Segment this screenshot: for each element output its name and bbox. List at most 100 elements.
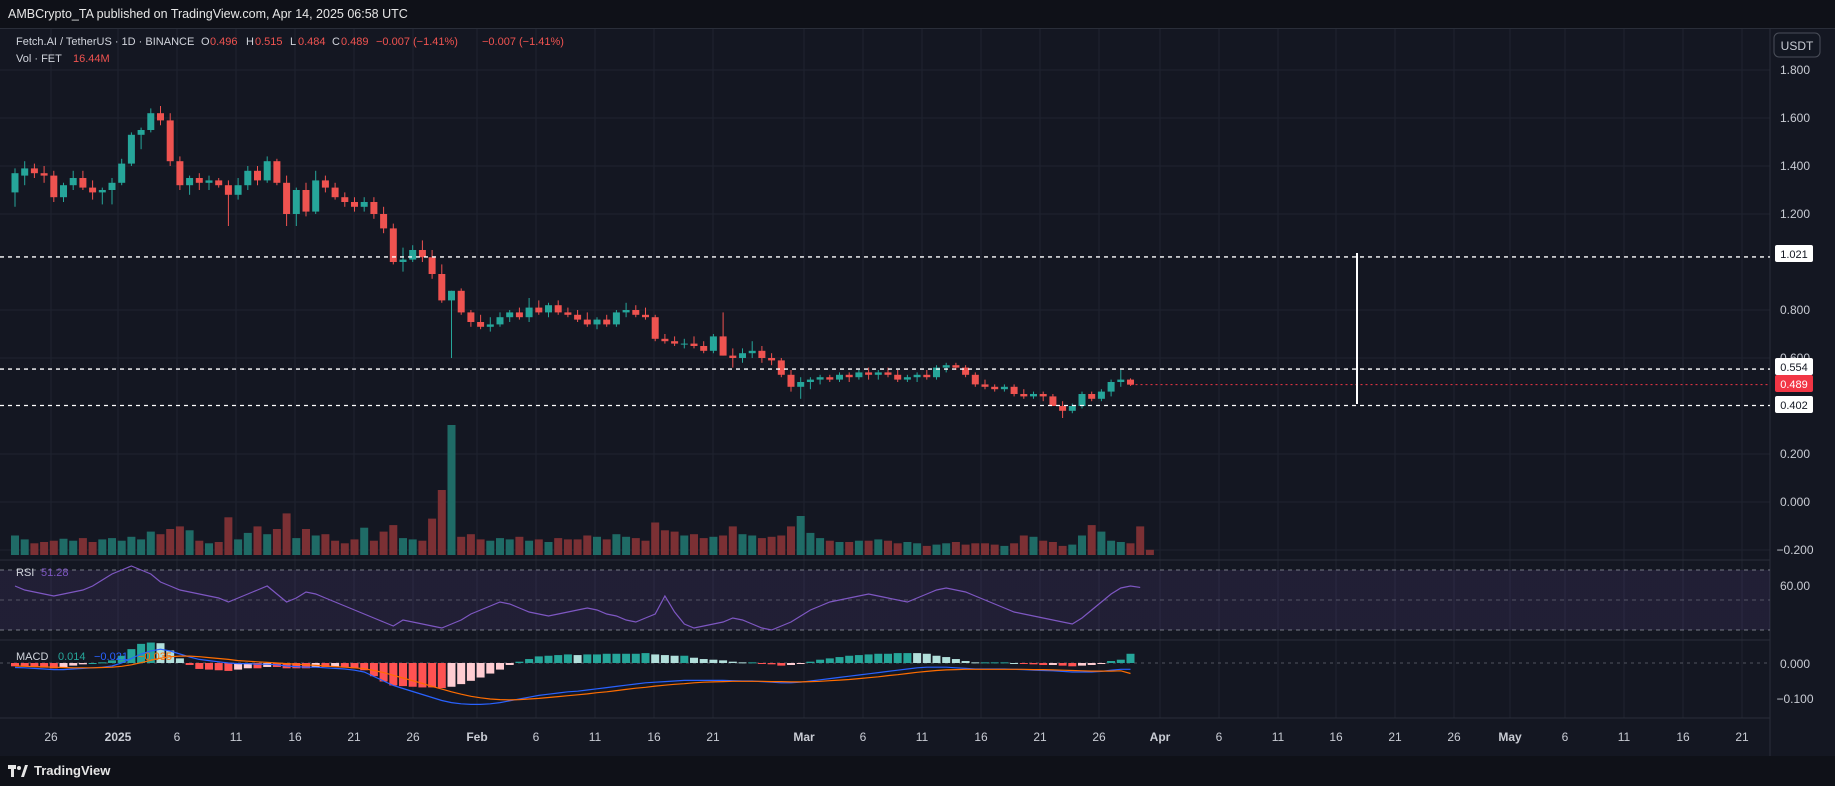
candle-body <box>409 250 417 260</box>
volume-bar <box>825 540 834 555</box>
svg-text:51.28: 51.28 <box>41 567 69 579</box>
volume-bar <box>108 538 116 555</box>
volume-bar <box>641 540 650 555</box>
volume-bar <box>932 544 941 555</box>
candle-body <box>874 372 882 375</box>
macd-histogram-bar <box>1126 653 1135 663</box>
volume-bars <box>11 425 1154 555</box>
macd-histogram-bar <box>30 663 39 667</box>
candle-body <box>448 290 455 301</box>
macd-histogram-bar <box>1048 663 1057 665</box>
tradingview-logo[interactable]: TradingView <box>8 763 110 778</box>
svg-text:0.554: 0.554 <box>1780 362 1808 374</box>
macd-histogram-bar <box>583 654 592 663</box>
macd-histogram-bar <box>117 655 126 663</box>
volume-bar <box>854 540 863 555</box>
volume-bar <box>127 536 136 555</box>
candle-body <box>1127 379 1134 385</box>
candle-body <box>903 377 911 380</box>
macd-histogram-bar <box>1107 661 1116 663</box>
volume-bar <box>428 518 437 555</box>
volume-bar <box>20 539 29 555</box>
price-tick: 0.200 <box>1780 447 1810 461</box>
candle-body <box>1117 379 1125 382</box>
volume-bar <box>757 538 766 555</box>
macd-histogram-bar <box>292 663 301 669</box>
candle-body <box>11 173 19 193</box>
macd-histogram-bar <box>195 663 204 669</box>
horizontal-levels[interactable] <box>0 256 1770 407</box>
svg-text:−0.035: −0.035 <box>138 651 172 663</box>
candle-body <box>680 343 688 345</box>
price-tick: 1.600 <box>1780 111 1810 125</box>
candle-body <box>709 336 717 351</box>
candlesticks[interactable] <box>11 106 1135 418</box>
volume-bar <box>515 536 524 555</box>
candle-body <box>1000 386 1008 390</box>
volume-bar <box>796 516 805 555</box>
candle-body <box>186 178 194 186</box>
macd-histogram-bar <box>544 655 553 663</box>
candle-body <box>855 372 863 378</box>
candle-body <box>1097 391 1105 399</box>
volume-bar <box>573 539 582 555</box>
candle-body <box>923 374 931 378</box>
volume-bar <box>350 539 359 555</box>
macd-histogram-bar <box>1097 663 1106 664</box>
volume-bar <box>884 540 892 555</box>
chart-canvas[interactable]: 1.8001.6001.4001.2000.8000.6000.2000.000… <box>0 29 1835 756</box>
macd-pane[interactable] <box>11 642 1135 706</box>
candle-body <box>30 168 38 174</box>
volume-bar <box>505 539 514 555</box>
time-tick: 11 <box>230 730 243 744</box>
rsi-pane[interactable] <box>14 565 1141 631</box>
volume-bar <box>670 531 679 555</box>
volume-bar <box>175 526 184 555</box>
macd-histogram-bar <box>903 653 912 663</box>
volume-bar <box>602 539 611 555</box>
time-tick: 6 <box>1562 730 1569 744</box>
svg-text:1.021: 1.021 <box>1780 249 1808 261</box>
candle-body <box>1039 394 1047 397</box>
svg-text:0.484: 0.484 <box>298 36 326 48</box>
macd-histogram-bar <box>1068 663 1077 667</box>
macd-axis-ticks: 0.000 −0.100 <box>1776 657 1813 706</box>
candle-body <box>399 259 407 262</box>
candle-body <box>933 367 940 378</box>
time-tick: 6 <box>1216 730 1223 744</box>
svg-text:0.000: 0.000 <box>1780 657 1810 671</box>
macd-histogram-bar <box>563 654 572 663</box>
time-tick: Feb <box>466 730 487 744</box>
candle-body <box>380 214 388 229</box>
volume-bar <box>961 544 970 555</box>
macd-histogram-bar <box>466 663 475 681</box>
price-tick: 0.000 <box>1780 495 1810 509</box>
macd-histogram-bar <box>981 662 989 664</box>
volume-bar <box>942 543 951 555</box>
candle-body <box>991 386 999 390</box>
candle-body <box>593 319 601 325</box>
time-tick: Apr <box>1150 730 1171 744</box>
macd-histogram-bar <box>457 663 466 685</box>
time-tick: 6 <box>533 730 540 744</box>
volume-bar <box>1087 525 1096 555</box>
volume-bar <box>874 539 883 555</box>
macd-histogram-bar <box>748 662 757 664</box>
currency-badge[interactable]: USDT <box>1773 32 1821 58</box>
candle-body <box>545 305 552 313</box>
svg-text:0.014: 0.014 <box>58 651 86 663</box>
macd-histogram-bar <box>437 663 446 689</box>
current-price-label: 0.489 <box>1775 375 1813 392</box>
time-tick: 21 <box>706 730 720 744</box>
candle-body <box>826 377 834 380</box>
volume-bar <box>903 542 912 555</box>
macd-histogram-bar <box>108 660 116 663</box>
macd-histogram-bar <box>796 663 805 664</box>
macd-histogram-bar <box>321 663 330 667</box>
macd-histogram-bar <box>651 654 660 663</box>
candle-body <box>719 336 727 356</box>
volume-bar <box>1048 542 1057 555</box>
volume-bar <box>205 543 213 555</box>
candle-body <box>467 312 475 322</box>
svg-text:−0.007 (−1.41%): −0.007 (−1.41%) <box>376 36 458 48</box>
